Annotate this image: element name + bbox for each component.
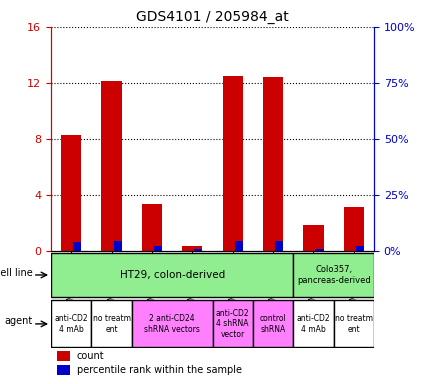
Bar xyxy=(113,241,122,250)
FancyBboxPatch shape xyxy=(132,300,212,348)
Text: anti-CD2
4 mAb: anti-CD2 4 mAb xyxy=(297,314,330,334)
Bar xyxy=(344,207,364,250)
Text: anti-CD2
4 mAb: anti-CD2 4 mAb xyxy=(54,314,88,334)
Bar xyxy=(303,225,323,250)
Text: cell line: cell line xyxy=(0,268,33,278)
Bar xyxy=(102,81,122,250)
FancyBboxPatch shape xyxy=(212,300,253,348)
FancyBboxPatch shape xyxy=(91,300,132,348)
Title: GDS4101 / 205984_at: GDS4101 / 205984_at xyxy=(136,10,289,25)
FancyBboxPatch shape xyxy=(253,300,293,348)
Text: count: count xyxy=(77,351,105,361)
FancyBboxPatch shape xyxy=(51,253,293,297)
Text: no treatm
ent: no treatm ent xyxy=(93,314,130,334)
Text: HT29, colon-derived: HT29, colon-derived xyxy=(119,270,225,280)
Bar xyxy=(182,246,202,250)
FancyBboxPatch shape xyxy=(293,253,374,297)
Text: 2 anti-CD24
shRNA vectors: 2 anti-CD24 shRNA vectors xyxy=(144,314,200,334)
Bar xyxy=(57,351,71,361)
Bar xyxy=(315,249,323,250)
Bar xyxy=(73,242,81,250)
Text: control
shRNA: control shRNA xyxy=(260,314,286,334)
Text: percentile rank within the sample: percentile rank within the sample xyxy=(77,365,242,375)
Text: no treatm
ent: no treatm ent xyxy=(335,314,373,334)
Text: agent: agent xyxy=(5,316,33,326)
FancyBboxPatch shape xyxy=(334,300,374,348)
Bar xyxy=(223,76,243,250)
Bar xyxy=(194,249,202,250)
Text: anti-CD2
4 shRNA
vector: anti-CD2 4 shRNA vector xyxy=(216,309,249,339)
Bar xyxy=(235,241,243,250)
Bar xyxy=(154,246,162,250)
Text: Colo357,
pancreas-derived: Colo357, pancreas-derived xyxy=(297,265,371,285)
FancyBboxPatch shape xyxy=(293,300,334,348)
Bar xyxy=(356,246,364,250)
Bar xyxy=(142,204,162,250)
Bar xyxy=(275,242,283,250)
Bar xyxy=(61,134,81,250)
Bar xyxy=(57,365,71,375)
FancyBboxPatch shape xyxy=(51,300,91,348)
Bar xyxy=(263,77,283,250)
